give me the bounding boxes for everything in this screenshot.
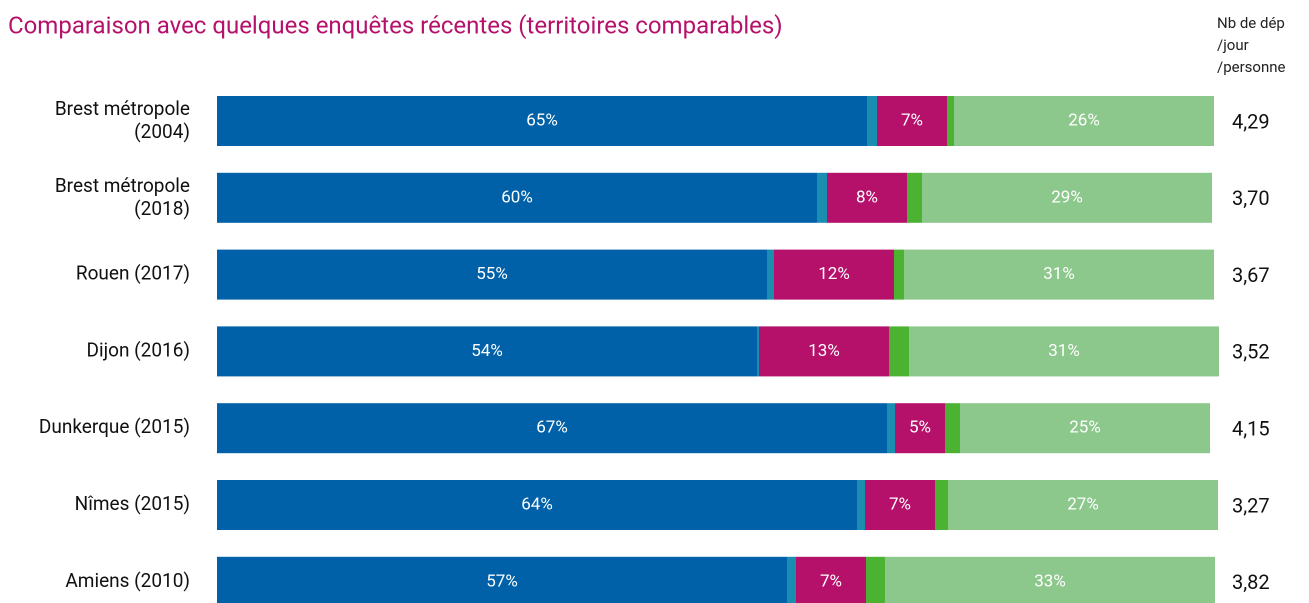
category-label: Brest métropole (2004): [55, 97, 190, 143]
bar-segment: [945, 403, 960, 454]
bar-segment: [757, 326, 759, 377]
data-label: 67%: [536, 418, 568, 438]
data-label: 25%: [1069, 418, 1101, 438]
data-label: 7%: [820, 571, 842, 591]
chart-title: Comparaison avec quelques enquêtes récen…: [8, 11, 783, 39]
data-label: 31%: [1043, 264, 1075, 284]
bar-segment: [759, 326, 889, 377]
bar-segment: [787, 556, 796, 603]
category-line: Brest métropole: [55, 97, 190, 120]
data-label: 55%: [476, 264, 508, 284]
side-value: 3,27: [1232, 493, 1270, 517]
data-label: 7%: [889, 494, 911, 514]
side-value: 4,15: [1232, 416, 1270, 440]
data-label: 8%: [856, 187, 878, 207]
bar-segment: [217, 556, 787, 603]
category-line: (2018): [134, 197, 190, 220]
bar-segment: [796, 556, 866, 603]
bar-segment: [217, 326, 757, 377]
bar-segment: [885, 556, 1215, 603]
bar-segment: [935, 480, 948, 530]
data-label: 7%: [901, 110, 923, 130]
bar-segment: [887, 403, 895, 454]
side-value: 3,82: [1232, 570, 1270, 594]
bar-segment: [954, 96, 1214, 146]
data-label: 33%: [1034, 571, 1066, 591]
data-label: 60%: [501, 187, 533, 207]
bar-segment: [217, 249, 767, 300]
bar-segment: [922, 172, 1212, 223]
side-value: 3,67: [1232, 263, 1270, 287]
bar-segment: [217, 403, 887, 454]
data-label: 57%: [486, 571, 518, 591]
side-header: Nb de dép: [1217, 14, 1285, 32]
category-label: Dijon (2016): [86, 338, 190, 361]
bar-segment: [774, 249, 894, 300]
side-value: 4,29: [1232, 109, 1270, 133]
bar-segment: [866, 556, 885, 603]
category-line: Brest métropole: [55, 174, 190, 197]
data-label: 12%: [818, 264, 850, 284]
category-line: (2004): [134, 120, 190, 143]
side-header: /personne: [1217, 58, 1286, 76]
bar-segment: [948, 480, 1218, 530]
category-label: Dunkerque (2015): [39, 415, 190, 438]
bar-segment: [889, 326, 909, 377]
bar-segment: [895, 403, 945, 454]
side-value: 3,70: [1232, 186, 1270, 210]
data-label: 64%: [521, 494, 553, 514]
data-label: 26%: [1068, 110, 1100, 130]
category-label: Brest métropole (2018): [55, 174, 190, 220]
bar-segment: [817, 172, 827, 223]
bar-segment: [217, 172, 817, 223]
side-value: 3,52: [1232, 340, 1270, 364]
data-label: 29%: [1051, 187, 1083, 207]
category-label: Rouen (2017): [76, 262, 190, 285]
bar-segment: [217, 480, 857, 530]
bar-segment: [960, 403, 1210, 454]
data-label: 13%: [808, 341, 840, 361]
category-label: Nîmes (2015): [75, 492, 190, 515]
bar-segment: [767, 249, 774, 300]
data-label: 65%: [526, 110, 558, 130]
data-label: 5%: [909, 418, 931, 438]
bar-segment: [907, 172, 922, 223]
bar-segment: [904, 249, 1214, 300]
category-label: Amiens (2010): [65, 569, 190, 592]
bar-segment: [867, 96, 877, 146]
bar-segment: [857, 480, 865, 530]
bar-segment: [947, 96, 954, 146]
bar-segment: [894, 249, 904, 300]
side-header: /jour: [1217, 36, 1249, 54]
data-label: 31%: [1048, 341, 1080, 361]
bar-segment: [827, 172, 907, 223]
data-label: 27%: [1067, 494, 1099, 514]
bar-segment: [909, 326, 1219, 377]
bar-segment: [865, 480, 935, 530]
bar-segment: [217, 96, 867, 146]
data-label: 54%: [471, 341, 503, 361]
bar-segment: [877, 96, 947, 146]
